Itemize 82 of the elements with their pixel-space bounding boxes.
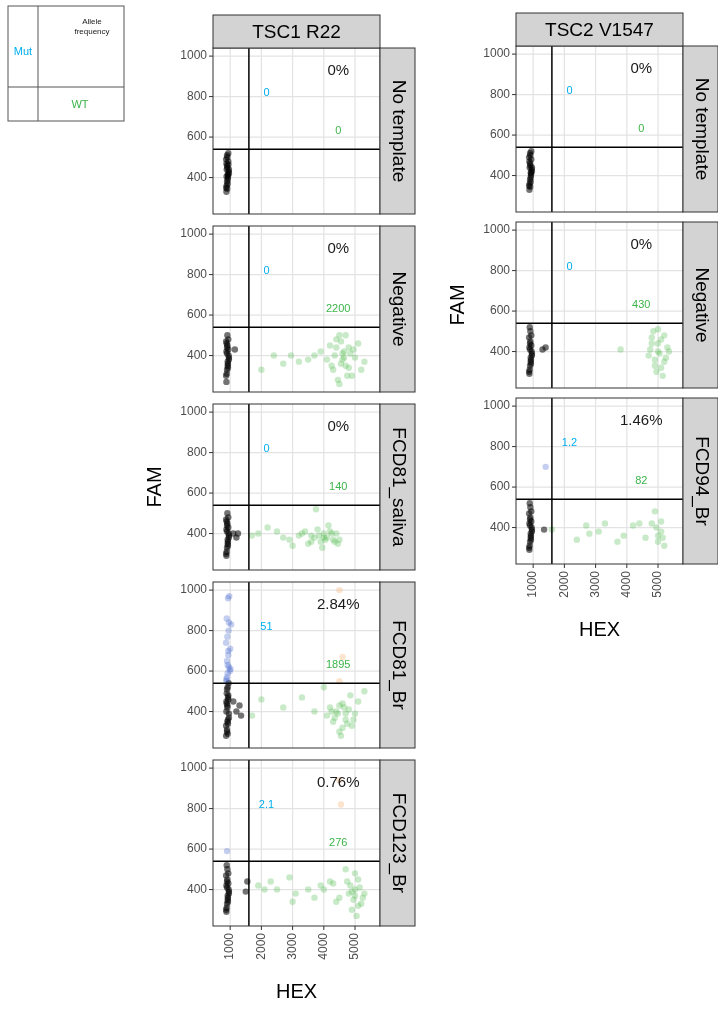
y2-axis-title: Negative (691, 267, 713, 343)
y-tick-label: 600 (186, 485, 208, 500)
x-tick-label: 5000 (650, 570, 665, 598)
annotation: 430 (632, 297, 651, 310)
x-tick-label: 4000 (315, 932, 330, 960)
y-tick-label: 1000 (483, 46, 511, 61)
y-tick-label: 600 (186, 663, 208, 678)
y-tick-label: 1000 (180, 226, 208, 241)
y-tick-label: 800 (186, 800, 208, 815)
y-tick-label: 800 (186, 266, 208, 281)
y-tick-label: 800 (186, 444, 208, 459)
y-tick-label: 1000 (483, 398, 511, 413)
y-tick-label: 1000 (180, 404, 208, 419)
y-tick-label: 400 (186, 881, 208, 896)
y-axis-title: FAM (446, 284, 468, 326)
y-tick-label: 600 (489, 479, 511, 494)
y-tick-label: 1000 (483, 222, 511, 237)
y-tick-label: 600 (186, 129, 208, 144)
y2-axis-title: Negative (388, 271, 410, 347)
y-tick-label: 400 (186, 703, 208, 718)
y2-axis-title: FCD81_saliva (387, 427, 410, 548)
annotation: 0 (566, 83, 573, 96)
annotation: 82 (635, 473, 648, 486)
y-tick-label: 400 (186, 525, 208, 540)
annotation: 140 (329, 479, 348, 492)
y-tick-label: 800 (186, 88, 208, 103)
y2-axis-title: FCD123_Br (387, 792, 410, 894)
annotation: 0.76% (316, 773, 360, 791)
annotation: 2.1 (258, 797, 275, 810)
y-axis-title: FAM (143, 466, 165, 508)
y2-axis-title: FCD81_Br (387, 620, 410, 711)
text: Allele frequency (74, 17, 110, 36)
x-tick-label: 1000 (222, 932, 237, 960)
x-tick-label: 5000 (347, 932, 362, 960)
chart-title: TSC2 V1547 (545, 19, 654, 41)
y-tick-label: 600 (186, 307, 208, 322)
x-tick-label: 3000 (587, 570, 602, 598)
y2-axis-title: No template (691, 77, 713, 181)
y-tick-label: 600 (186, 841, 208, 856)
annotation: 2.84% (316, 595, 360, 613)
y-tick-label: 400 (489, 343, 511, 358)
annotation: 2200 (326, 301, 351, 314)
annotation: 276 (329, 835, 348, 848)
annotation: 0% (327, 61, 350, 79)
annotation: 0 (263, 85, 270, 98)
y-tick-label: 800 (489, 438, 511, 453)
annotation: 1895 (326, 657, 351, 670)
y-tick-label: 600 (489, 127, 511, 142)
annotation: 0 (566, 259, 573, 272)
y-tick-label: 400 (186, 347, 208, 362)
x-axis-title: HEX (578, 618, 621, 640)
x-tick-label: 4000 (618, 570, 633, 598)
annotation: 1.2 (561, 435, 578, 448)
y2-axis-title: FCD94_Br (690, 436, 713, 527)
y-tick-label: 400 (489, 167, 511, 182)
y-tick-label: 800 (489, 262, 511, 277)
annotation: 0% (327, 239, 350, 257)
x-axis-title: HEX (275, 980, 318, 1002)
annotation: 0% (630, 59, 653, 77)
x-tick-label: 3000 (284, 932, 299, 960)
annotation: 1.46% (619, 411, 663, 429)
annotation: 0 (335, 123, 342, 136)
y-tick-label: 1000 (180, 48, 208, 63)
annotation: 0 (638, 121, 645, 134)
x-tick-label: 2000 (253, 932, 268, 960)
y-tick-label: 1000 (180, 760, 208, 775)
text: WT (71, 98, 89, 110)
x-tick-label: 2000 (556, 570, 571, 598)
annotation: 0% (327, 417, 350, 435)
y-tick-label: 600 (489, 303, 511, 318)
annotation: 0 (263, 441, 270, 454)
y-tick-label: 400 (186, 169, 208, 184)
annotation: 0 (263, 263, 270, 276)
x-tick-label: 1000 (525, 570, 540, 598)
y2-axis-title: No template (388, 79, 410, 183)
chart-title: TSC1 R22 (252, 21, 341, 43)
y-tick-label: 800 (186, 622, 208, 637)
y-tick-label: 400 (489, 519, 511, 534)
text: Mut (13, 45, 33, 57)
annotation: 0% (630, 235, 653, 253)
annotation: 51 (260, 619, 273, 632)
y-tick-label: 800 (489, 86, 511, 101)
